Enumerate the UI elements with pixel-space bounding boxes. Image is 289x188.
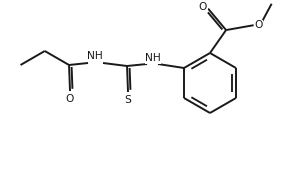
Text: O: O [254, 20, 263, 30]
Text: S: S [125, 95, 131, 105]
Text: O: O [199, 2, 207, 12]
Text: NH: NH [87, 51, 103, 61]
Text: O: O [66, 94, 74, 104]
Text: NH: NH [145, 53, 161, 63]
